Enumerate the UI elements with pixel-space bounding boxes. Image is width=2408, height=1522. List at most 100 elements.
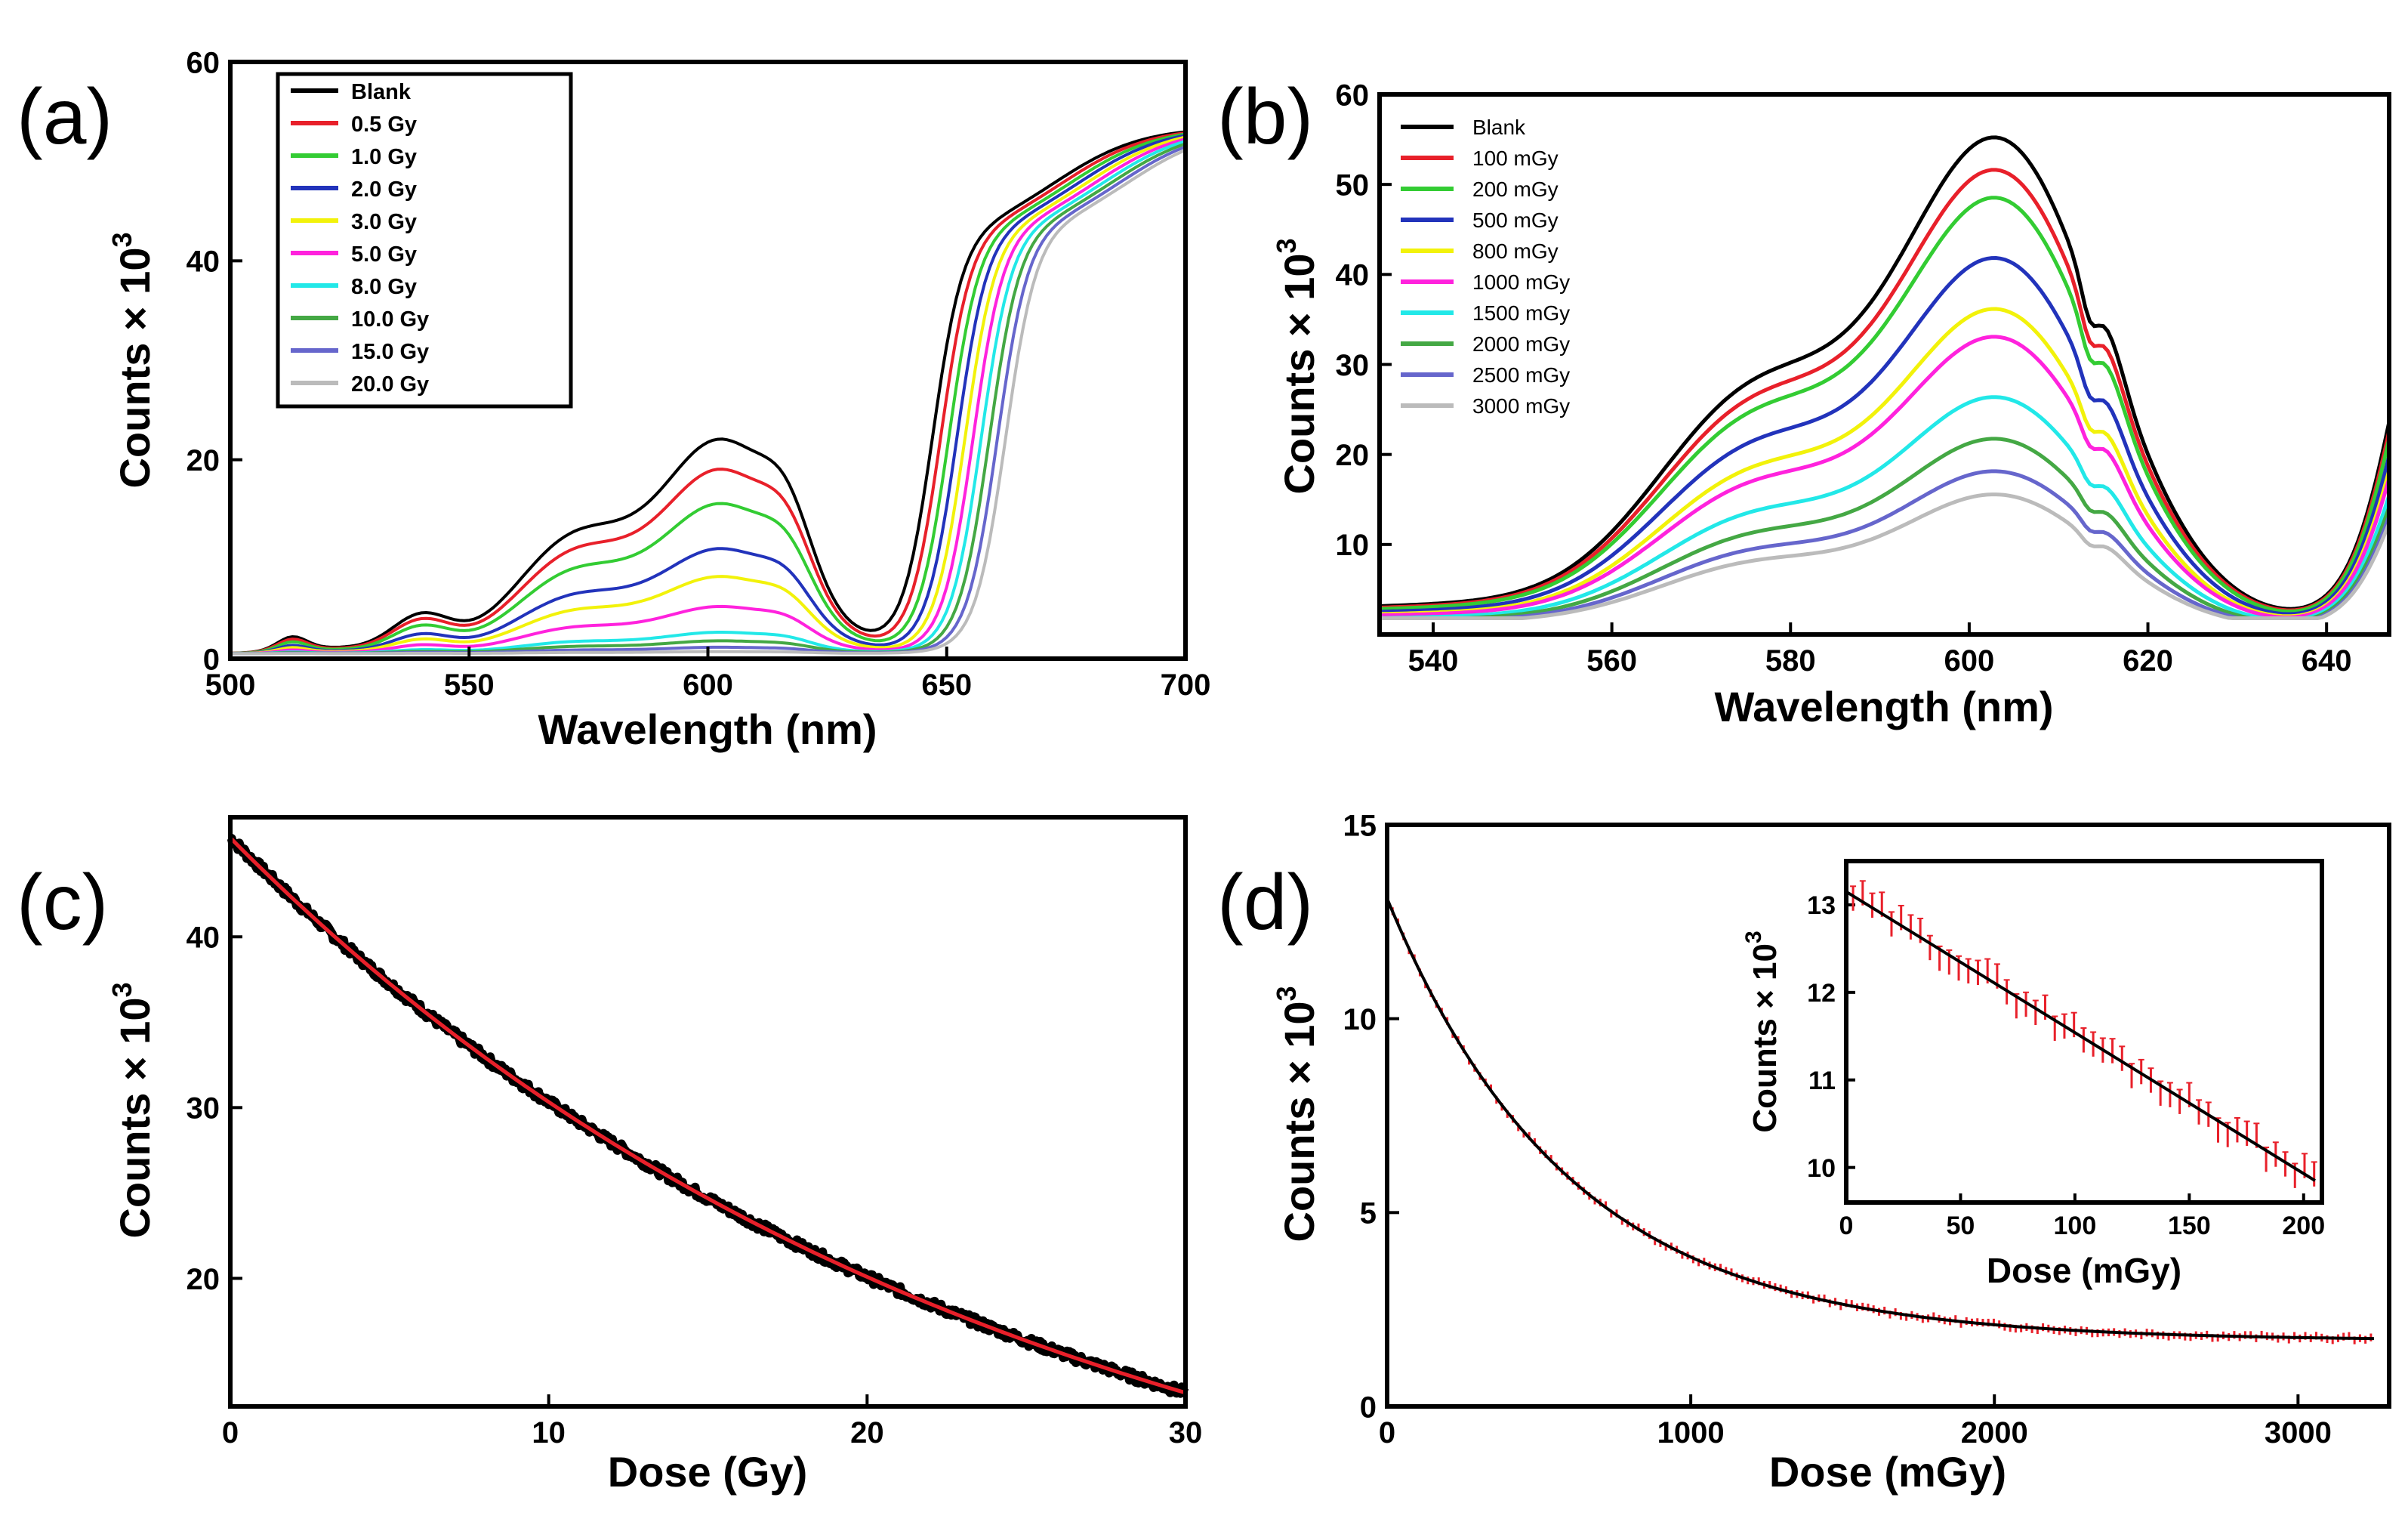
chart-a-ytick-label: 40 [187, 245, 220, 279]
chart-a-xtick-label: 700 [1161, 668, 1211, 702]
chart-c-fit-line [229, 836, 1186, 1395]
chart-a-series-line [230, 137, 1186, 656]
chart-a-series-line [230, 132, 1186, 656]
panel-label-d: (d) [1217, 859, 1313, 946]
chart-a-ytick-label: 20 [187, 444, 220, 477]
chart-b-xtick-label: 540 [1408, 644, 1459, 678]
chart-d-inset-ylabel-main: Counts × 10 [1747, 943, 1784, 1133]
chart-b-ytick-label: 10 [1336, 529, 1370, 562]
chart-b: 540 560 580 600 620 640 10 20 30 40 50 60 Wavelengt… [1271, 79, 2391, 730]
chart-d-inset-ytick-label: 12 [1807, 979, 1836, 1008]
chart-b-legend-label: 2000 mGy [1472, 332, 1570, 356]
chart-d-inset-xtick-label: 50 [1947, 1212, 1975, 1240]
panel-label-c: (c) [17, 859, 108, 946]
chart-a-legend-label: 10.0 Gy [351, 307, 429, 332]
chart-c-ylabel: Counts × 103 [106, 983, 159, 1239]
chart-b-xlabel: Wavelength (nm) [1714, 683, 2053, 730]
chart-c-ytick-label: 30 [187, 1092, 220, 1125]
chart-c-xtick-label: 30 [1169, 1416, 1203, 1449]
chart-b-series-line [1379, 196, 2391, 613]
chart-c-xlabel: Dose (Gy) [608, 1448, 808, 1496]
chart-c: 0 10 20 30 20 30 40 Dose (Gy) Counts × 103 [106, 815, 1203, 1496]
chart-b-legend-label: 500 mGy [1472, 208, 1559, 232]
chart-a-xtick-label: 500 [205, 668, 256, 702]
chart-c-xtick-label: 0 [222, 1416, 239, 1449]
chart-a-legend-label: 8.0 Gy [351, 275, 417, 299]
chart-a-ylabel: Counts × 103 [106, 233, 159, 489]
chart-d-ytick-label: 15 [1343, 809, 1377, 842]
chart-b-legend-label: 2500 mGy [1472, 363, 1570, 387]
chart-a-xtick-label: 600 [683, 668, 733, 702]
chart-d-xtick-label: 0 [1379, 1416, 1395, 1449]
chart-d-xtick-label: 2000 [1961, 1416, 2028, 1449]
chart-a-legend-label: 3.0 Gy [351, 210, 417, 234]
chart-a-ytick-label: 0 [203, 643, 220, 676]
chart-b-legend-label: Blank [1472, 116, 1526, 139]
chart-a-ytick-label: 60 [187, 46, 220, 79]
chart-b-ytick-label: 50 [1336, 169, 1370, 202]
chart-d-ytick-label: 0 [1360, 1391, 1377, 1424]
chart-d-ytick-label: 10 [1343, 1003, 1377, 1036]
chart-a: 500 550 600 650 700 0 20 40 60 Wavelength (nm) C… [106, 46, 1210, 753]
chart-b-ytick-label: 20 [1336, 439, 1370, 472]
chart-a-series-line [230, 135, 1186, 656]
chart-c-xtick-label: 10 [532, 1416, 566, 1449]
chart-a-series-line [230, 130, 1186, 655]
chart-d-xtick-label: 1000 [1657, 1416, 1725, 1449]
chart-d-inset-ytick-label: 11 [1808, 1067, 1836, 1095]
chart-c-data-line [227, 833, 1189, 1398]
chart-a-legend-label: 2.0 Gy [351, 178, 417, 202]
chart-b-legend-label: 1500 mGy [1472, 301, 1570, 325]
chart-b-xtick-label: 580 [1765, 644, 1816, 678]
chart-a-legend-label: 15.0 Gy [351, 340, 429, 364]
chart-b-series-line [1379, 168, 2391, 613]
chart-b-ylabel-main: Counts × 10 [1275, 254, 1323, 495]
chart-b-ylabel-exp: 3 [1271, 239, 1302, 254]
chart-a-ylabel-exp: 3 [106, 233, 137, 248]
chart-b-series-line [1379, 255, 2391, 616]
chart-b-xtick-label: 640 [2302, 644, 2352, 678]
chart-a-legend-label: 20.0 Gy [351, 372, 429, 397]
chart-c-ytick-label: 20 [187, 1263, 220, 1296]
chart-b-xtick-label: 600 [1944, 644, 1995, 678]
chart-d-xtick-label: 3000 [2265, 1416, 2332, 1449]
chart-d-inset-ylabel-exp: 3 [1741, 931, 1766, 943]
chart-b-xtick-label: 560 [1586, 644, 1637, 678]
chart-b-legend-label: 3000 mGy [1472, 394, 1570, 418]
chart-b-ytick-label: 40 [1336, 259, 1370, 292]
chart-b-ytick-label: 60 [1336, 79, 1370, 112]
chart-d-ylabel-exp: 3 [1271, 986, 1302, 1002]
chart-a-series-line [230, 131, 1186, 655]
chart-d-fit-line [1386, 897, 2374, 1341]
chart-b-ylabel: Counts × 103 [1271, 239, 1323, 495]
chart-d-inset-xtick-label: 100 [2054, 1212, 2097, 1240]
chart-b-legend-label: 800 mGy [1472, 239, 1559, 263]
chart-b-legend-label: 100 mGy [1472, 147, 1559, 170]
panel-label-a: (a) [17, 73, 113, 161]
chart-c-xtick-label: 20 [850, 1416, 884, 1449]
chart-a-legend-label: 1.0 Gy [351, 145, 417, 169]
chart-d-inset-xtick-label: 150 [2168, 1212, 2211, 1240]
chart-a-xtick-label: 650 [921, 668, 972, 702]
chart-b-series-line [1379, 395, 2391, 620]
chart-d-inset-xtick-label: 200 [2282, 1212, 2325, 1240]
chart-b-series-line [1379, 135, 2391, 611]
chart-c-ylabel-exp: 3 [106, 983, 137, 998]
chart-b-xtick-label: 620 [2123, 644, 2173, 678]
chart-b-series-line [1380, 469, 2391, 620]
chart-c-ylabel-main: Counts × 10 [111, 998, 159, 1239]
chart-b-series-line [1380, 437, 2391, 620]
chart-a-ylabel-main: Counts × 10 [111, 248, 159, 489]
chart-d-inset-ytick-label: 10 [1807, 1154, 1836, 1183]
chart-b-ytick-label: 30 [1336, 349, 1370, 382]
chart-a-series-line [230, 134, 1186, 656]
chart-c-ytick-label: 40 [187, 922, 220, 955]
chart-d-inset-ylabel: Counts × 103 [1741, 931, 1784, 1132]
chart-b-legend-label: 1000 mGy [1472, 270, 1570, 294]
chart-b-series-line [1379, 307, 2391, 619]
chart-b-series-line [1379, 335, 2391, 619]
chart-d-inset-xtick-label: 0 [1839, 1212, 1854, 1240]
panel-label-b: (b) [1217, 73, 1313, 161]
